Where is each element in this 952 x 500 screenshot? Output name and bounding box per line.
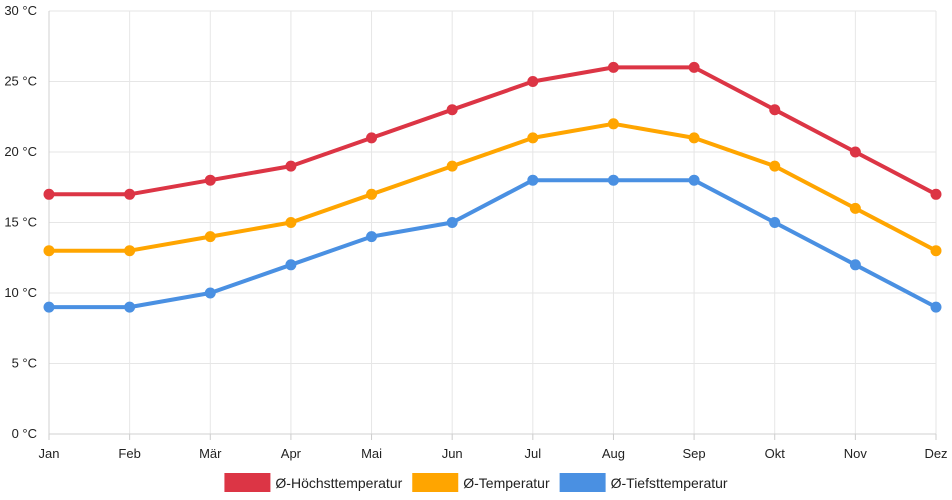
data-point-max bbox=[930, 188, 942, 200]
x-tick-label: Mär bbox=[199, 446, 222, 461]
y-tick-label: 25 °C bbox=[4, 74, 37, 89]
x-tick-label: Mai bbox=[361, 446, 382, 461]
data-point-min bbox=[366, 231, 378, 243]
x-tick-label: Jun bbox=[442, 446, 463, 461]
data-point-min bbox=[204, 287, 216, 299]
x-tick-label: Jan bbox=[39, 446, 60, 461]
grid bbox=[48, 10, 937, 435]
y-tick-label: 10 °C bbox=[4, 285, 37, 300]
data-point-max bbox=[769, 104, 781, 116]
x-tick-label: Aug bbox=[602, 446, 625, 461]
data-point-avg bbox=[204, 231, 216, 243]
data-point-max bbox=[849, 146, 861, 158]
legend-item-avg: Ø-Temperatur bbox=[412, 473, 550, 492]
series-line-avg bbox=[47, 121, 938, 253]
legend-swatch-min bbox=[559, 473, 606, 492]
data-point-max bbox=[124, 188, 136, 200]
y-tick-label: 30 °C bbox=[4, 3, 37, 18]
legend-label-min: Ø-Tiefsttemperatur bbox=[611, 475, 728, 491]
data-point-min bbox=[849, 259, 861, 271]
data-point-avg bbox=[688, 132, 700, 144]
data-point-max bbox=[688, 61, 700, 73]
legend-label-avg: Ø-Temperatur bbox=[463, 475, 550, 491]
axes: 0 °C 5 °C 10 °C 15 °C 20 °C 25 °C 30 °C Jan Feb M… bbox=[4, 3, 947, 461]
series-lines bbox=[43, 61, 942, 313]
x-tick-label: Sep bbox=[683, 446, 706, 461]
x-tick-label: Feb bbox=[118, 446, 140, 461]
data-point-min bbox=[446, 217, 458, 228]
data-point-max bbox=[446, 104, 458, 116]
y-tick-label: 0 °C bbox=[12, 426, 37, 441]
data-point-min bbox=[688, 174, 700, 186]
data-point-min bbox=[769, 217, 781, 228]
series-line-min bbox=[47, 178, 938, 310]
data-point-min bbox=[285, 259, 297, 271]
data-point-max bbox=[204, 174, 216, 186]
data-point-avg bbox=[930, 245, 942, 257]
legend-swatch-avg bbox=[412, 473, 459, 492]
data-point-avg bbox=[446, 160, 458, 172]
x-tick-label: Okt bbox=[765, 446, 786, 461]
data-point-max bbox=[527, 76, 539, 87]
data-point-max bbox=[366, 132, 378, 144]
series-line-max bbox=[47, 65, 938, 197]
data-point-min bbox=[607, 174, 619, 186]
y-tick-label: 5 °C bbox=[12, 356, 37, 371]
x-tick-label: Apr bbox=[281, 446, 302, 461]
data-point-min bbox=[124, 301, 136, 313]
data-point-avg bbox=[43, 245, 55, 257]
data-point-avg bbox=[769, 160, 781, 172]
data-point-max bbox=[43, 188, 55, 200]
data-point-avg bbox=[124, 245, 136, 257]
data-point-avg bbox=[849, 202, 861, 214]
legend-swatch-max bbox=[224, 473, 271, 492]
y-tick-label: 15 °C bbox=[4, 215, 37, 230]
data-point-min bbox=[930, 301, 942, 313]
x-tick-label: Dez bbox=[924, 446, 947, 461]
data-point-avg bbox=[607, 118, 619, 130]
x-tick-label: Nov bbox=[844, 446, 868, 461]
legend-item-max: Ø-Höchsttemperatur bbox=[224, 473, 403, 492]
legend: Ø-Höchsttemperatur Ø-Temperatur Ø-Tiefstte… bbox=[224, 473, 728, 492]
y-tick-label: 20 °C bbox=[4, 144, 37, 159]
data-point-max bbox=[285, 160, 297, 172]
x-tick-label: Jul bbox=[525, 446, 542, 461]
data-point-avg bbox=[285, 217, 297, 228]
data-point-max bbox=[607, 61, 619, 73]
data-point-avg bbox=[366, 188, 378, 200]
data-point-min bbox=[527, 174, 539, 186]
data-point-min bbox=[43, 301, 55, 313]
legend-item-min: Ø-Tiefsttemperatur bbox=[559, 473, 728, 492]
data-point-avg bbox=[527, 132, 539, 144]
legend-label-max: Ø-Höchsttemperatur bbox=[275, 475, 402, 491]
